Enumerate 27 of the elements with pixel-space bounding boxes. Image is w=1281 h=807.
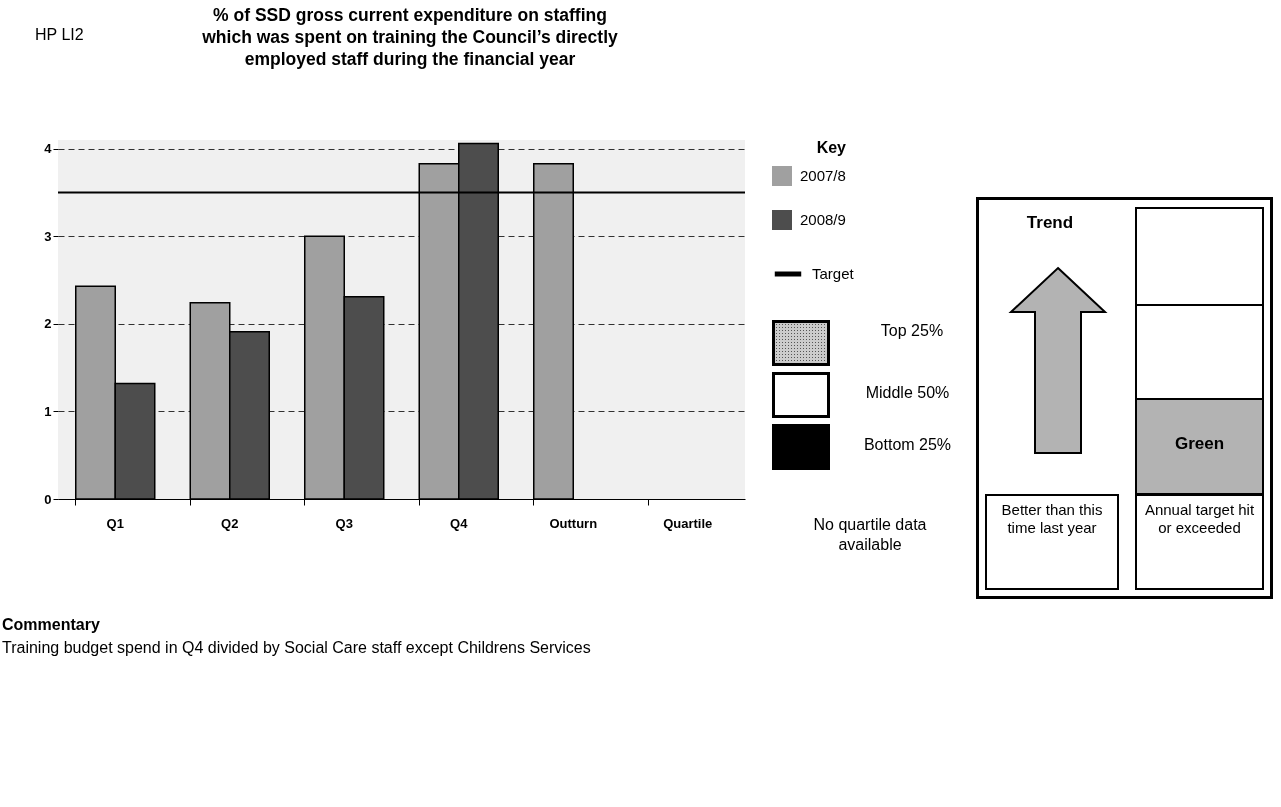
legend-label: 2007/8 bbox=[800, 167, 846, 184]
x-tick-label: Quartile bbox=[663, 515, 713, 531]
x-tick-label: Outturn bbox=[549, 515, 598, 531]
text: Bottom 25% bbox=[862, 436, 953, 454]
text: Annual target hit or exceeded bbox=[1135, 494, 1264, 590]
y-tick-label: 3 bbox=[44, 228, 52, 244]
text: Training budget spend in Q4 divided by Social Care staff except Childrens Services bbox=[2, 639, 591, 657]
y-tick-label: 0 bbox=[44, 491, 52, 507]
text: HP LI2 bbox=[35, 26, 84, 44]
legend-label: Target bbox=[812, 265, 855, 282]
y-tick-label: 1 bbox=[44, 403, 52, 419]
legend-label: 2008/9 bbox=[800, 211, 846, 228]
text: Commentary bbox=[2, 616, 100, 634]
text: Top 25% bbox=[879, 321, 945, 341]
y-tick-label: 2 bbox=[44, 316, 52, 332]
text: Better than this time last year bbox=[985, 494, 1119, 590]
chart-title: % of SSD gross current expenditure on staffing which was spent on training the Council’s directly employed staff during the financial year bbox=[201, 4, 619, 70]
x-tick-label: Q1 bbox=[106, 515, 124, 531]
y-tick-label: 4 bbox=[44, 141, 53, 157]
text: Green bbox=[1173, 434, 1226, 454]
legend-title: Key bbox=[816, 139, 847, 156]
x-tick-label: Q4 bbox=[450, 515, 469, 531]
text: Trend bbox=[1025, 213, 1075, 233]
x-tick-label: Q3 bbox=[335, 515, 353, 531]
text: No quartile data available bbox=[812, 515, 928, 555]
text: Middle 50% bbox=[864, 384, 951, 402]
x-tick-label: Q2 bbox=[221, 515, 239, 531]
